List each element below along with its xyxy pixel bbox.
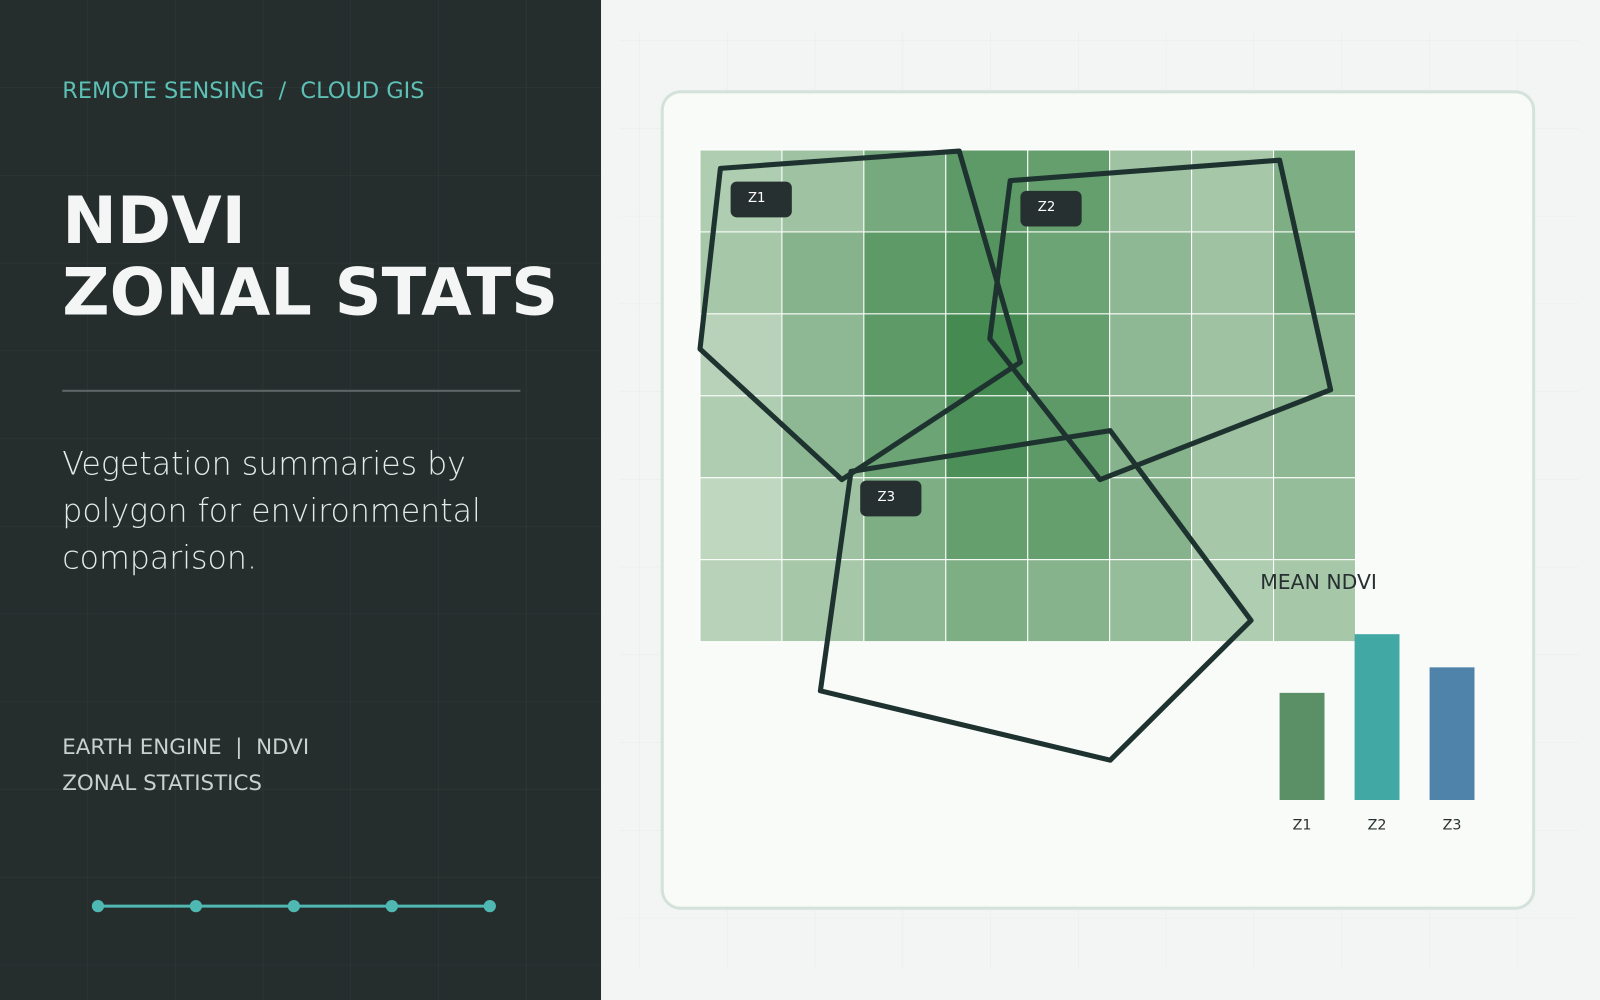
- breadcrumb-item: REMOTE SENSING: [62, 78, 264, 104]
- zone-label: Z1: [748, 191, 766, 206]
- x-tick-label: Z3: [1443, 818, 1462, 834]
- raster-cell: [1109, 149, 1193, 233]
- timeline: [91, 900, 496, 913]
- title-line: ZONAL STATS: [62, 254, 558, 330]
- zone-polygon: [697, 148, 1023, 483]
- raster-cell: [1109, 559, 1193, 643]
- raster-cell: [699, 559, 783, 643]
- bar: [1354, 634, 1400, 800]
- raster-cell: [699, 313, 783, 397]
- raster-cell: [699, 477, 783, 561]
- raster-cell: [1027, 313, 1111, 397]
- zone-label-box: [860, 480, 922, 517]
- raster-cell: [945, 559, 1029, 643]
- raster-cell: [1273, 231, 1357, 315]
- x-tick-label: Z1: [1293, 818, 1312, 834]
- zone-label-box: [730, 181, 792, 218]
- breadcrumb-item: CLOUD GIS: [300, 78, 424, 104]
- sidebar-grid: [0, 0, 602, 1000]
- footer-line: EARTH ENGINE | NDVI: [62, 735, 309, 760]
- raster-cell: [1109, 395, 1193, 479]
- zone-label: Z3: [878, 490, 896, 505]
- raster-cell: [699, 395, 783, 479]
- description: Vegetation summaries by polygon for envi…: [62, 445, 481, 577]
- raster-cell: [945, 395, 1029, 479]
- raster-cell: [1273, 559, 1357, 643]
- chart-title: MEAN NDVI: [1260, 570, 1377, 594]
- raster-cell: [1191, 231, 1275, 315]
- raster-cell: [1027, 477, 1111, 561]
- raster-cell: [1273, 477, 1357, 561]
- raster-cell: [1191, 477, 1275, 561]
- x-tick-label: Z2: [1368, 818, 1387, 834]
- bar: [1429, 667, 1475, 800]
- raster-cell: [781, 559, 865, 643]
- bar-chart: Z1 Z2 Z3: [1279, 634, 1475, 834]
- raster-cell: [863, 149, 947, 233]
- title-line: NDVI: [62, 183, 246, 259]
- zones: [697, 148, 1334, 763]
- raster-cell: [1109, 313, 1193, 397]
- raster-cell: [945, 477, 1029, 561]
- bar: [1279, 692, 1325, 800]
- raster: [699, 149, 1357, 643]
- raster-cell: [1191, 313, 1275, 397]
- raster-cell: [945, 149, 1029, 233]
- raster-cell: [1273, 395, 1357, 479]
- breadcrumb: REMOTE SENSING / CLOUD GIS: [62, 78, 424, 104]
- zone-polygon: [987, 157, 1334, 483]
- raster-cell: [1191, 559, 1275, 643]
- zone-polygon: [817, 428, 1254, 763]
- raster-cell: [781, 477, 865, 561]
- description-box: Vegetation summaries by polygon for envi…: [62, 445, 481, 577]
- footer-line: ZONAL STATISTICS: [62, 771, 262, 796]
- raster-cell: [781, 231, 865, 315]
- raster-cell: [1109, 477, 1193, 561]
- raster-cell: [863, 559, 947, 643]
- raster-cell: [1109, 231, 1193, 315]
- zone-label-box: [1020, 190, 1082, 227]
- raster-cell: [1027, 559, 1111, 643]
- raster-cell: [863, 231, 947, 315]
- zone-label: Z2: [1038, 200, 1056, 215]
- raster-cell: [781, 313, 865, 397]
- breadcrumb-separator: /: [279, 78, 287, 104]
- raster-cell: [1027, 231, 1111, 315]
- raster-cell: [863, 313, 947, 397]
